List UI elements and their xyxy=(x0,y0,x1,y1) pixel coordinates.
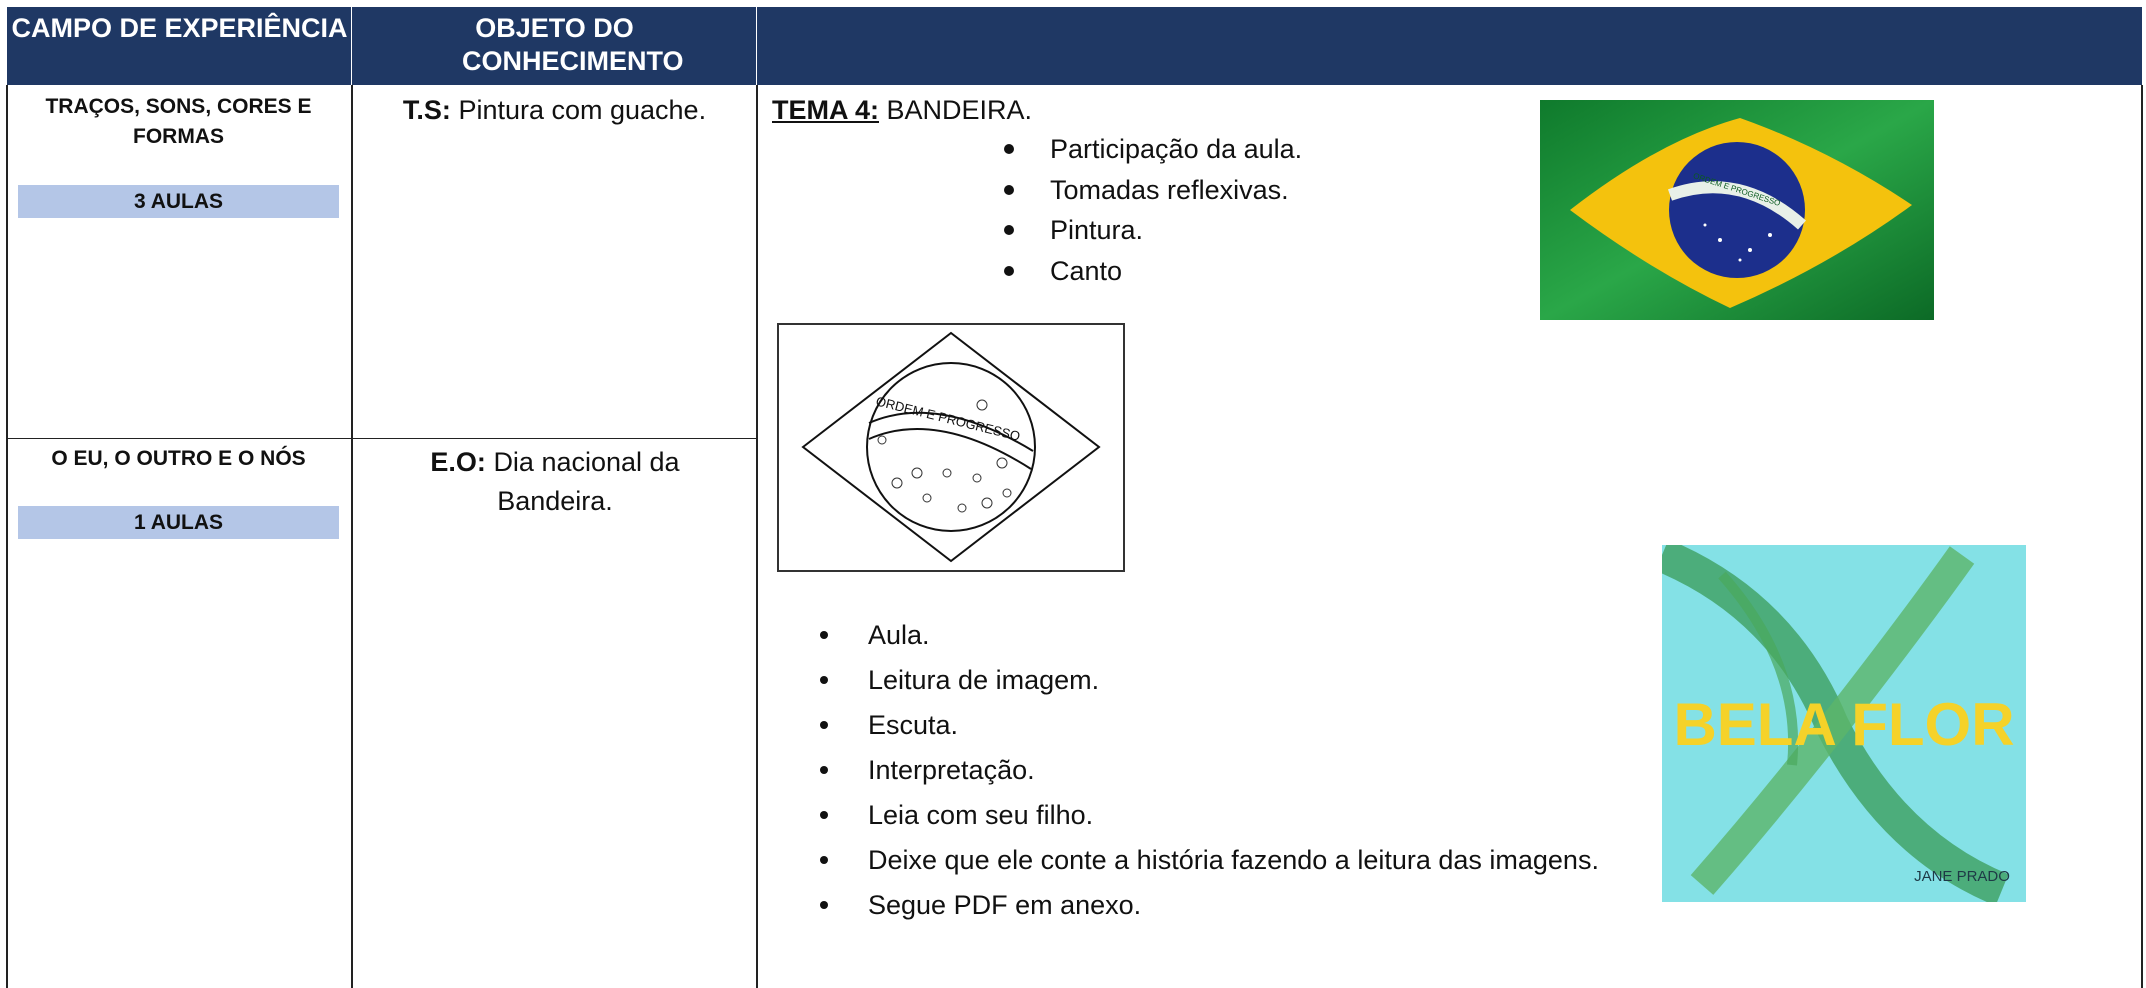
list-item: Participação da aula. xyxy=(1050,134,1303,164)
list-item: Aula. xyxy=(868,620,930,650)
list-item: Deixe que ele conte a história fazendo a… xyxy=(868,845,1599,875)
header-divider xyxy=(351,7,352,85)
table-border xyxy=(351,85,353,988)
bullet xyxy=(1004,266,1014,277)
list-item: Leia com seu filho. xyxy=(868,800,1094,830)
bullet xyxy=(820,721,828,729)
campo-label: TRAÇOS, SONS, CORES E FORMAS xyxy=(45,95,312,148)
campo-label: O EU, O OUTRO E O NÓS xyxy=(51,447,306,470)
list-item: Leitura de imagem. xyxy=(868,665,1100,695)
aulas-label: 3 AULAS xyxy=(18,185,339,218)
row-divider xyxy=(6,438,757,439)
bullet xyxy=(820,676,828,684)
aulas-label: 1 AULAS xyxy=(18,506,339,539)
header-cell: CAMPO DE EXPERIÊNCIA xyxy=(11,13,348,43)
objeto-text: T.S: Pintura com guache. xyxy=(352,92,757,128)
bullet xyxy=(820,766,828,774)
list-item: Segue PDF em anexo. xyxy=(868,890,1142,920)
objeto-label: E.O: xyxy=(430,447,486,477)
objeto-desc: Pintura com guache. xyxy=(458,95,707,125)
book-cover: BELA FLOR JANE PRADO xyxy=(1662,545,2026,902)
bullet xyxy=(1004,184,1014,195)
objeto-text: E.O: Dia nacional da Bandeira. xyxy=(405,443,705,521)
tema-text: BANDEIRA. xyxy=(886,95,1033,125)
list-item: Interpretação. xyxy=(868,755,1035,785)
table-border xyxy=(2141,85,2143,988)
bullet xyxy=(820,856,828,864)
bullet xyxy=(820,811,828,819)
header-bar xyxy=(7,7,2142,85)
bullet xyxy=(820,901,828,909)
list-item: Tomadas reflexivas. xyxy=(1050,174,1289,205)
book-author: JANE PRADO xyxy=(1914,868,2010,885)
bullet xyxy=(1004,225,1014,236)
header-cell: OBJETO DO CONHECIMENTO xyxy=(462,13,684,76)
objeto-label: T.S: xyxy=(402,95,451,125)
tema-label: TEMA 4: xyxy=(772,95,879,125)
bullet xyxy=(1004,144,1014,154)
header-divider xyxy=(756,7,757,85)
flag-outline: ORDEM E PROGRESSO xyxy=(777,323,1125,572)
list-item: Escuta. xyxy=(868,710,959,740)
table-border xyxy=(756,85,758,988)
book-title: BELA FLOR xyxy=(1673,691,2014,758)
list-item: Canto xyxy=(1050,256,1123,287)
objeto-desc: Dia nacional da Bandeira. xyxy=(493,447,680,516)
tema-line: TEMA 4: BANDEIRA. xyxy=(772,92,1032,128)
list-item: Pintura. xyxy=(1050,215,1144,246)
bullet xyxy=(820,631,828,639)
table-border xyxy=(6,85,8,988)
flag-photo: ORDEM E PROGRESSO xyxy=(1540,100,1934,320)
